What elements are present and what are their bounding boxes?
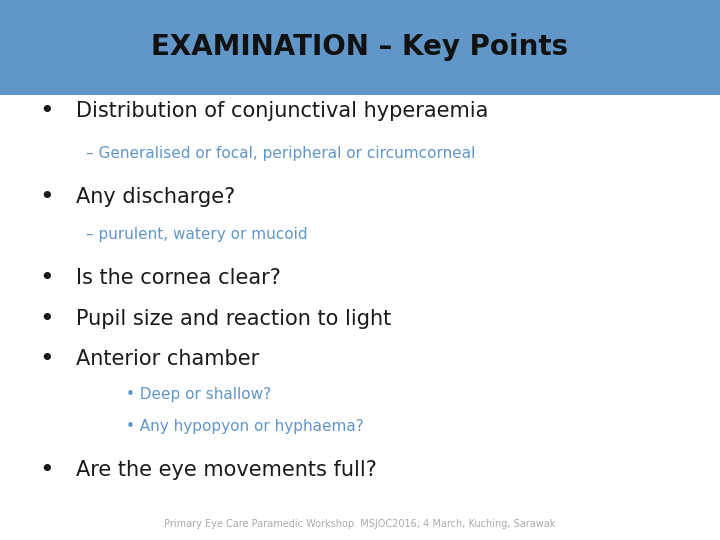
Text: Anterior chamber: Anterior chamber: [76, 349, 259, 369]
Text: •: •: [40, 99, 54, 123]
Text: Any discharge?: Any discharge?: [76, 187, 235, 207]
Text: • Any hypopyon or hyphaema?: • Any hypopyon or hyphaema?: [126, 419, 364, 434]
Text: Primary Eye Care Paramedic Workshop. MSJOC2016; 4 March, Kuching, Sarawak: Primary Eye Care Paramedic Workshop. MSJ…: [164, 519, 556, 529]
Text: Are the eye movements full?: Are the eye movements full?: [76, 460, 377, 480]
FancyBboxPatch shape: [0, 0, 720, 94]
Text: – purulent, watery or mucoid: – purulent, watery or mucoid: [86, 227, 308, 242]
Text: EXAMINATION – Key Points: EXAMINATION – Key Points: [151, 33, 569, 61]
Text: Pupil size and reaction to light: Pupil size and reaction to light: [76, 308, 391, 329]
Text: •: •: [40, 458, 54, 482]
Text: •: •: [40, 347, 54, 371]
Text: •: •: [40, 307, 54, 330]
Text: Is the cornea clear?: Is the cornea clear?: [76, 268, 281, 288]
Text: – Generalised or focal, peripheral or circumcorneal: – Generalised or focal, peripheral or ci…: [86, 146, 476, 161]
Text: •: •: [40, 266, 54, 290]
Text: • Deep or shallow?: • Deep or shallow?: [126, 387, 271, 402]
Text: Distribution of conjunctival hyperaemia: Distribution of conjunctival hyperaemia: [76, 100, 488, 121]
Text: •: •: [40, 185, 54, 209]
